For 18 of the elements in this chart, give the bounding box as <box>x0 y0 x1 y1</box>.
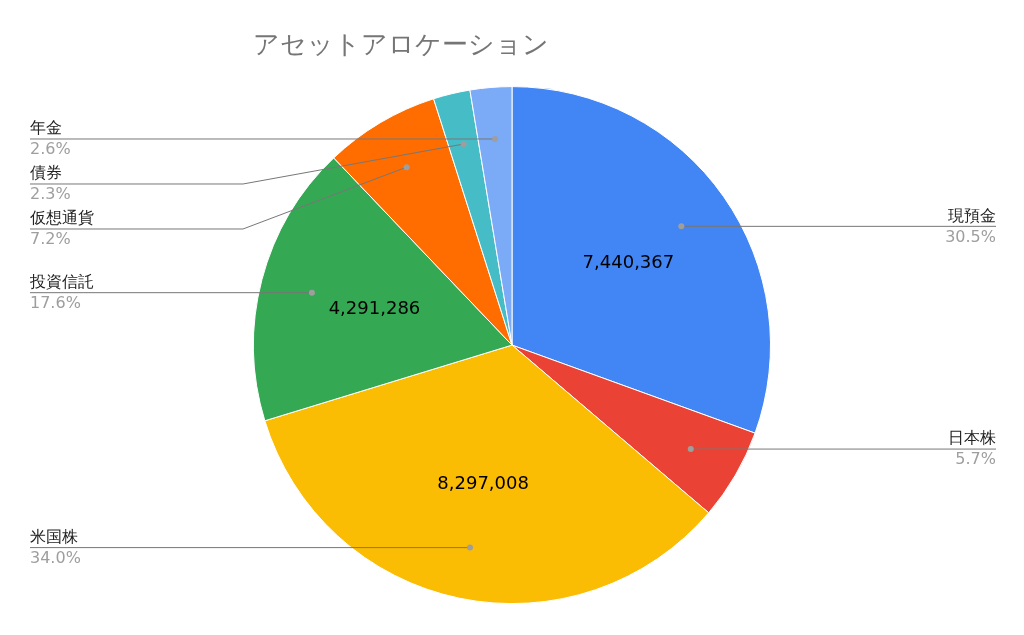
data-label: 2.6% <box>30 139 71 159</box>
slice-label: 投資信託 <box>29 271 94 291</box>
slice-label: 日本株 <box>948 428 996 448</box>
slice-label: 米国株 <box>30 526 78 546</box>
chart-title: アセットアロケーション <box>253 29 549 60</box>
data-label: 7.2% <box>30 229 71 249</box>
text: 7,440,367 <box>582 251 675 273</box>
data-label: 34.0% <box>30 547 81 567</box>
slice-label: 仮想通貨 <box>29 208 94 228</box>
slice-label: 債券 <box>30 163 62 183</box>
data-label: 5.7% <box>955 449 996 469</box>
text: 8,297,008 <box>437 471 529 493</box>
slice-label: 現預金 <box>948 205 996 225</box>
data-label: 17.6% <box>30 292 81 312</box>
data-label: 30.5% <box>945 226 996 246</box>
slice-label: 年金 <box>30 118 62 138</box>
data-label: 2.3% <box>30 184 71 204</box>
text: 4,291,286 <box>328 296 421 318</box>
